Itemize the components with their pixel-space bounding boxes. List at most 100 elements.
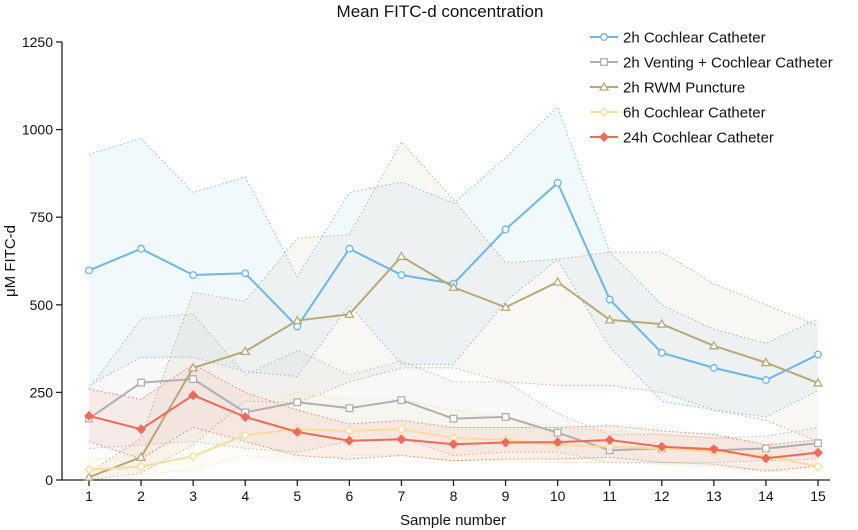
chart-title: Mean FITC-d concentration bbox=[337, 2, 544, 21]
data-point bbox=[344, 435, 355, 446]
data-point bbox=[136, 461, 146, 472]
data-point bbox=[501, 225, 510, 234]
x-tick-label: 9 bbox=[502, 488, 510, 504]
data-point bbox=[656, 441, 667, 452]
data-point bbox=[501, 412, 510, 421]
data-point bbox=[761, 376, 770, 385]
data-point bbox=[85, 266, 93, 275]
x-tick-label: 4 bbox=[241, 488, 249, 504]
data-point bbox=[189, 375, 198, 384]
data-point bbox=[553, 428, 562, 437]
data-point bbox=[397, 396, 406, 405]
data-point bbox=[345, 404, 354, 413]
error-band-upper-2 bbox=[88, 313, 819, 439]
data-point bbox=[292, 427, 303, 437]
x-tick-label: 12 bbox=[654, 488, 670, 504]
data-point bbox=[657, 348, 666, 357]
legend-label: 2h Cochlear Catheter bbox=[623, 30, 766, 47]
data-point bbox=[396, 424, 407, 435]
error-band-1 bbox=[89, 106, 818, 417]
error-bands bbox=[88, 105, 819, 481]
data-point bbox=[709, 363, 718, 372]
data-point bbox=[188, 390, 199, 401]
legend-label: 2h RWM Puncture bbox=[623, 80, 745, 97]
data-point bbox=[814, 439, 822, 448]
legend-marker bbox=[600, 33, 608, 41]
data-point bbox=[552, 437, 563, 448]
legend-label: 6h Cochlear Catheter bbox=[623, 105, 766, 122]
y-tick-label: 500 bbox=[30, 297, 54, 313]
error-band-upper-3 bbox=[88, 141, 819, 474]
data-point bbox=[708, 444, 719, 455]
data-point bbox=[292, 315, 303, 325]
x-tick-label: 2 bbox=[137, 488, 145, 504]
error-band-lower-2 bbox=[88, 437, 819, 463]
data-point bbox=[761, 453, 771, 464]
x-tick-label: 5 bbox=[293, 488, 301, 504]
legend-marker bbox=[600, 58, 608, 66]
x-tick-label: 10 bbox=[550, 488, 566, 504]
data-point bbox=[814, 350, 822, 359]
legend-label: 2h Venting + Cochlear Catheter bbox=[623, 55, 833, 72]
data-point bbox=[189, 271, 198, 279]
error-band-lower-5 bbox=[88, 426, 819, 472]
data-point bbox=[396, 251, 407, 261]
data-point bbox=[605, 295, 614, 304]
error-band-3 bbox=[89, 141, 818, 480]
y-tick-label: 750 bbox=[30, 209, 54, 225]
data-point bbox=[604, 314, 615, 324]
error-band-lower-3 bbox=[88, 367, 819, 481]
data-point bbox=[137, 244, 146, 253]
x-tick-label: 6 bbox=[345, 488, 353, 504]
data-point bbox=[708, 340, 719, 350]
y-tick-label: 0 bbox=[45, 472, 53, 488]
data-point bbox=[552, 276, 563, 286]
series-lines bbox=[83, 178, 824, 481]
x-tick-label: 11 bbox=[602, 488, 617, 504]
data-point bbox=[240, 346, 251, 356]
data-point bbox=[188, 451, 199, 462]
data-point bbox=[345, 244, 354, 253]
data-point bbox=[135, 451, 147, 461]
data-point bbox=[84, 410, 94, 421]
data-point bbox=[344, 426, 355, 436]
x-tick-label: 15 bbox=[810, 488, 826, 504]
error-band-upper-1 bbox=[88, 105, 819, 344]
data-point bbox=[448, 281, 459, 291]
data-point bbox=[449, 414, 458, 423]
data-point bbox=[813, 461, 823, 472]
data-point bbox=[448, 439, 459, 450]
data-point bbox=[293, 398, 302, 407]
y-tick-label: 250 bbox=[30, 384, 54, 400]
x-tick-label: 3 bbox=[189, 488, 197, 504]
data-point bbox=[397, 271, 406, 279]
data-point bbox=[84, 464, 94, 475]
data-point bbox=[241, 269, 250, 278]
legend-label: 24h Cochlear Catheter bbox=[623, 130, 774, 147]
x-tick-label: 8 bbox=[450, 488, 458, 504]
legend-marker bbox=[598, 81, 610, 91]
error-band-upper-5 bbox=[88, 363, 819, 446]
data-point bbox=[813, 447, 823, 458]
data-point bbox=[188, 362, 199, 372]
data-point bbox=[344, 308, 355, 318]
x-tick-label: 13 bbox=[706, 488, 722, 504]
data-point bbox=[656, 318, 667, 328]
legend-marker bbox=[599, 132, 609, 142]
data-point bbox=[812, 377, 824, 387]
data-point bbox=[500, 301, 511, 311]
error-band-5 bbox=[89, 364, 818, 472]
data-point bbox=[604, 441, 615, 452]
data-point bbox=[553, 178, 562, 187]
y-axis-label: μM FITC-d bbox=[2, 225, 19, 297]
x-axis-label: Sample number bbox=[400, 512, 506, 529]
x-tick-label: 1 bbox=[85, 488, 93, 504]
data-point bbox=[136, 424, 146, 435]
legend: 2h Cochlear Catheter 2h Venting + Cochlea… bbox=[590, 30, 833, 147]
data-point bbox=[604, 435, 615, 445]
data-point bbox=[500, 437, 511, 448]
data-point bbox=[240, 412, 251, 422]
data-point bbox=[760, 357, 772, 367]
